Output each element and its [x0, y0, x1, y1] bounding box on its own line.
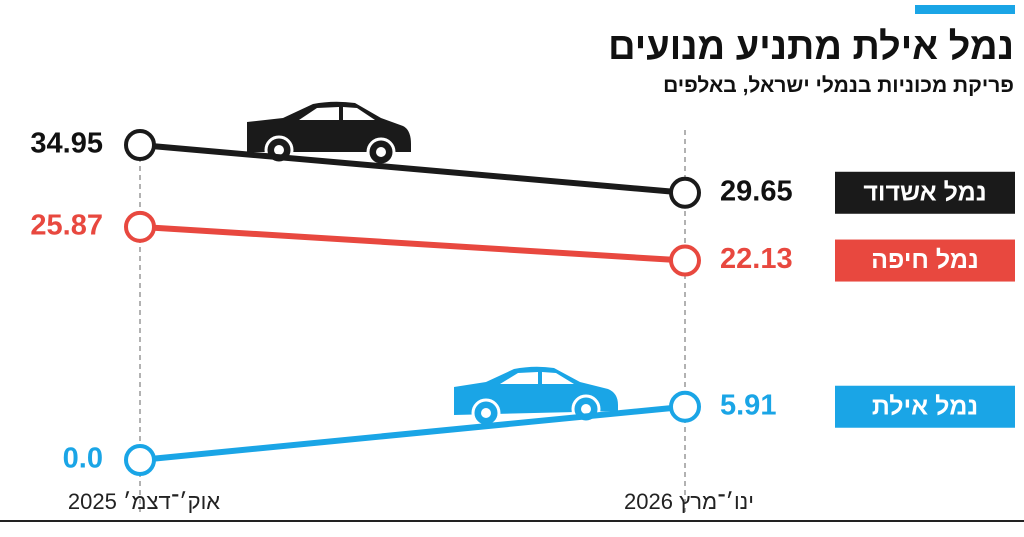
- x-tick-label: אוק׳־דצמ׳ 2025: [68, 489, 220, 514]
- legend-label: נמל אילת: [872, 392, 978, 420]
- point: [669, 390, 701, 423]
- chart-title: נמל אילת מתניע מנועים: [608, 26, 1014, 68]
- legend-label: נמל חיפה: [871, 246, 979, 274]
- value-label: 22.13: [720, 243, 793, 275]
- chart-subtitle: פריקת מכוניות בנמלי ישראל, באלפים: [663, 74, 1014, 97]
- slope-line: [139, 223, 686, 264]
- point: [124, 129, 156, 161]
- point: [124, 444, 156, 476]
- value-label: 5.91: [720, 389, 776, 421]
- legend-swatch: [835, 239, 1015, 282]
- value-label: 29.65: [720, 175, 793, 207]
- accent-bar: [915, 5, 1015, 14]
- legend-label: נמל אשדוד: [863, 178, 986, 206]
- point: [124, 210, 156, 243]
- value-label: 0.0: [63, 443, 103, 475]
- point: [669, 176, 701, 209]
- slope-line: [139, 142, 686, 196]
- slope-line: [139, 403, 686, 463]
- value-label: 34.95: [30, 128, 103, 160]
- point: [669, 244, 701, 277]
- value-label: 25.87: [30, 209, 103, 241]
- x-tick-label: ינו׳־מרץ 2026: [624, 489, 754, 514]
- legend-swatch: [835, 385, 1015, 428]
- legend-swatch: [835, 171, 1015, 214]
